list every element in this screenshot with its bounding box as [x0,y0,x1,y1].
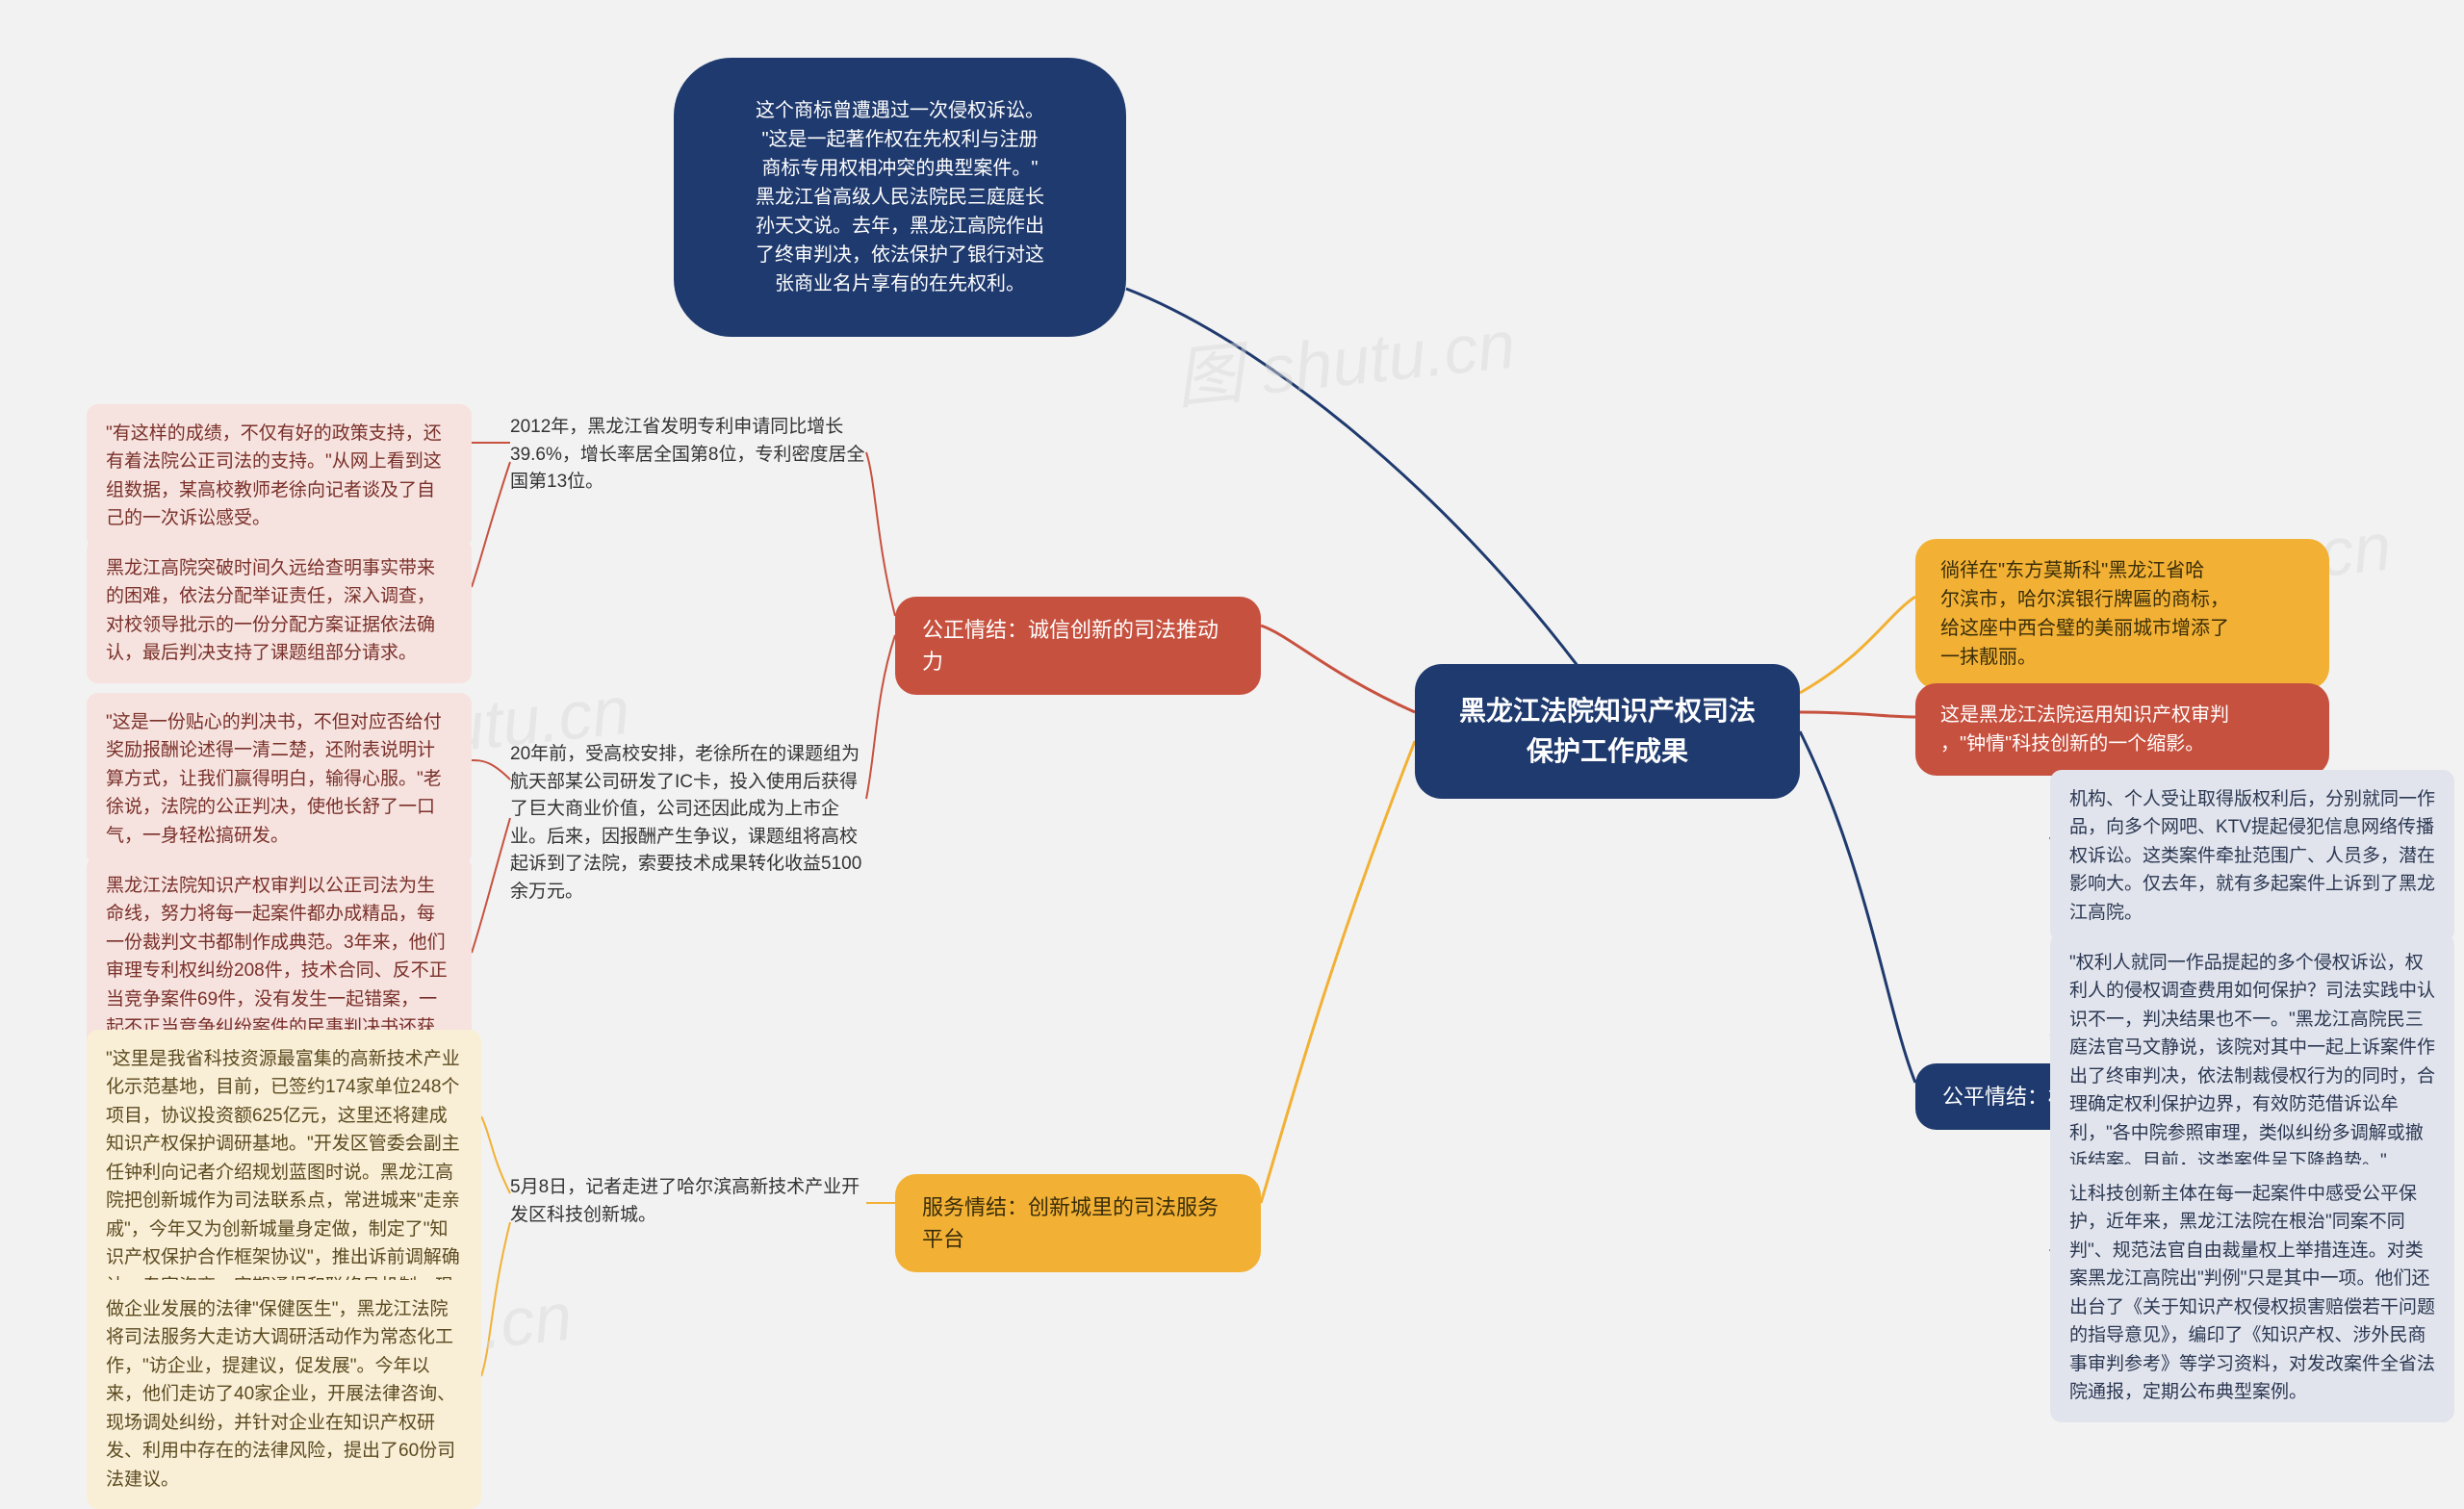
mindmap-canvas: 图 shutu.cn 图 shutu.cn 图 shutu.cn 图 shutu… [0,0,2464,1411]
left-yellow-leaf[interactable]: 做企业发展的法律"保健医生"，黑龙江法院将司法服务大走访大调研活动作为常态化工作… [87,1280,481,1509]
left-yellow-branch[interactable]: 服务情结：创新城里的司法服务平台 [895,1174,1261,1272]
left-red-mid[interactable]: 2012年，黑龙江省发明专利申请同比增长39.6%，增长率居全国第8位，专利密度… [510,414,866,497]
right-navy-leaf[interactable]: 让科技创新主体在每一起案件中感受公平保护，近年来，黑龙江法院在根治"同案不同判"… [2050,1164,2454,1422]
left-yellow-mid[interactable]: 5月8日，记者走进了哈尔滨高新技术产业开发区科技创新城。 [510,1174,866,1229]
left-red-branch[interactable]: 公正情结：诚信创新的司法推动力 [895,597,1261,695]
left-red-leaf[interactable]: "这是一份贴心的判决书，不但对应否给付奖励报酬论述得一清二楚，还附表说明计算方式… [87,693,472,865]
top-blue-node[interactable]: 这个商标曾遭遇过一次侵权诉讼。"这是一起著作权在先权利与注册商标专用权相冲突的典… [674,58,1126,337]
right-navy-leaf[interactable]: 机构、个人受让取得版权利后，分别就同一作品，向多个网吧、KTV提起侵犯信息网络传… [2050,770,2454,942]
right-yellow-node[interactable]: 徜徉在"东方莫斯科"黑龙江省哈尔滨市，哈尔滨银行牌匾的商标，给这座中西合璧的美丽… [1915,539,2329,689]
left-red-leaf[interactable]: "有这样的成绩，不仅有好的政策支持，还有着法院公正司法的支持。"从网上看到这组数… [87,404,472,549]
left-red-leaf[interactable]: 黑龙江高院突破时间久远给查明事实带来的困难，依法分配举证责任，深入调查，对校领导… [87,539,472,683]
right-navy-leaf[interactable]: "权利人就同一作品提起的多个侵权诉讼，权利人的侵权调查费用如何保护？司法实践中认… [2050,934,2454,1191]
watermark: 图 shutu.cn [1170,291,1520,422]
right-red-node[interactable]: 这是黑龙江法院运用知识产权审判，"钟情"科技创新的一个缩影。 [1915,683,2329,776]
left-red-mid[interactable]: 20年前，受高校安排，老徐所在的课题组为航天部某公司研发了IC卡，投入使用后获得… [510,741,866,906]
center-node[interactable]: 黑龙江法院知识产权司法保护工作成果 [1415,664,1800,799]
